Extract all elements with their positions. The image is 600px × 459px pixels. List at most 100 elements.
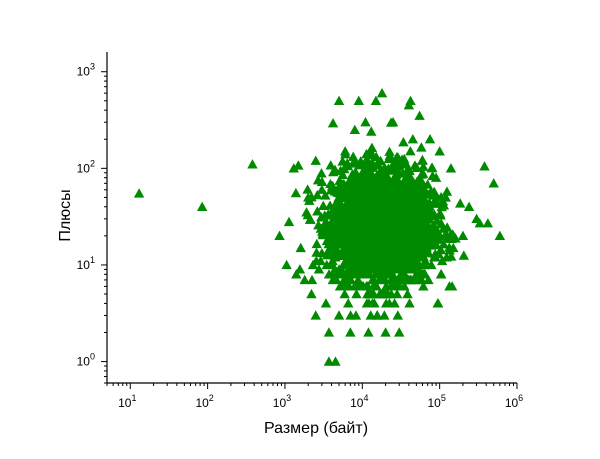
data-point (362, 229, 373, 239)
data-point (320, 190, 331, 200)
data-point (379, 310, 390, 320)
data-point (349, 185, 361, 196)
y-tick-label: 100 (77, 352, 95, 369)
data-point (440, 228, 452, 239)
data-point (420, 229, 431, 240)
data-point (402, 264, 413, 274)
data-point (416, 142, 427, 152)
data-point (409, 160, 421, 170)
data-point (379, 195, 390, 205)
data-point (342, 178, 354, 188)
data-point (363, 158, 374, 169)
data-point (316, 184, 328, 194)
data-point (376, 246, 387, 256)
data-point (415, 247, 427, 257)
data-point (370, 252, 381, 262)
data-point (387, 239, 398, 250)
data-point (350, 310, 362, 320)
data-point (349, 124, 361, 135)
data-point (395, 243, 406, 253)
data-point (345, 327, 356, 337)
data-point (418, 183, 429, 194)
data-point (447, 229, 458, 239)
data-point (361, 269, 372, 279)
data-point (393, 222, 404, 232)
x-tick-label: 101 (118, 393, 136, 410)
data-point (432, 298, 444, 308)
data-point (320, 224, 332, 234)
data-point (387, 201, 398, 212)
data-point (316, 176, 328, 186)
data-point (436, 269, 447, 279)
data-point (361, 247, 372, 258)
data-point (420, 220, 431, 230)
data-point (482, 218, 494, 228)
data-point (312, 189, 323, 200)
data-point (247, 159, 258, 169)
data-point (382, 288, 394, 299)
data-point (394, 274, 405, 285)
y-tick-label: 103 (77, 62, 95, 79)
data-point (378, 200, 389, 210)
data-point (352, 274, 364, 285)
data-point (351, 288, 362, 299)
data-point (417, 168, 429, 178)
data-point (311, 238, 322, 249)
data-point (409, 228, 420, 239)
data-point (488, 178, 499, 188)
data-point (380, 327, 391, 337)
data-point (474, 218, 485, 228)
data-point (327, 118, 339, 128)
data-point (479, 161, 490, 171)
data-point (390, 281, 402, 291)
data-point (327, 269, 338, 279)
data-point (430, 234, 442, 244)
data-point (413, 232, 425, 242)
data-point (394, 327, 405, 337)
data-point (327, 246, 338, 257)
data-point (378, 214, 389, 224)
data-point (288, 163, 299, 173)
data-point (363, 327, 374, 337)
data-point (448, 242, 459, 253)
data-point (395, 255, 406, 266)
data-point (383, 163, 394, 173)
data-point (423, 274, 434, 285)
data-point (393, 156, 404, 166)
x-tick-label: 104 (350, 393, 368, 410)
data-point (295, 242, 306, 253)
data-point (366, 126, 377, 136)
data-point (402, 288, 413, 299)
data-point (463, 201, 475, 211)
data-point (379, 206, 391, 217)
data-point (416, 274, 427, 285)
data-point (405, 95, 416, 105)
data-point (365, 182, 376, 193)
data-point (345, 199, 357, 209)
data-point (408, 255, 420, 266)
data-point (307, 259, 319, 270)
data-point (310, 310, 321, 320)
x-tick-label: 102 (195, 393, 213, 410)
data-point (291, 269, 302, 279)
data-point (133, 188, 145, 198)
data-point (446, 281, 458, 291)
data-point (371, 281, 382, 291)
data-point (403, 172, 415, 183)
data-point (361, 298, 373, 308)
data-point (328, 166, 339, 177)
data-point (429, 223, 441, 233)
data-point (438, 223, 449, 233)
data-points (133, 87, 506, 366)
data-point (196, 201, 208, 211)
data-point (428, 239, 439, 250)
data-point (313, 264, 325, 274)
data-point (388, 186, 400, 196)
data-point (348, 216, 359, 226)
data-point (306, 274, 318, 285)
data-point (348, 151, 359, 161)
data-point (441, 186, 453, 196)
data-point (412, 178, 423, 189)
data-point (384, 146, 395, 156)
data-point (361, 234, 372, 245)
